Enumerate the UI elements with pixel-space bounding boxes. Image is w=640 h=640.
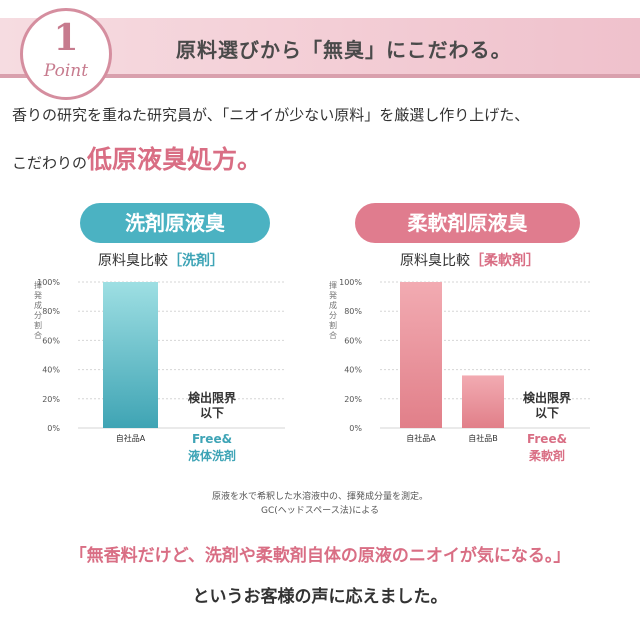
- softener-free-label: Free&: [527, 432, 567, 446]
- softener-tick-label: 40%: [344, 366, 362, 375]
- detergent-ylabel-char: 分: [34, 311, 42, 320]
- header-underline: [0, 74, 640, 78]
- detergent-tick-label: 60%: [42, 336, 60, 345]
- detergent-free-label: Free&: [192, 432, 232, 446]
- detergent-subtitle-tag: ［洗剤］: [168, 253, 224, 269]
- softener-tick-label: 20%: [344, 395, 362, 404]
- softener-bar: [462, 375, 504, 428]
- intro-emphasis: 低原液臭処方。: [87, 145, 263, 174]
- softener-ylabel-char: 割: [329, 320, 337, 330]
- detergent-tick-label: 100%: [37, 278, 60, 287]
- detergent-subtitle: 原料臭比較［洗剤］: [98, 250, 224, 270]
- point-badge: 1 Point: [20, 8, 112, 100]
- detergent-tick-label: 40%: [42, 366, 60, 375]
- intro-line-2-prefix: こだわりの: [12, 154, 88, 172]
- softener-category-label: 自社品B: [468, 433, 498, 443]
- intro-line-1: 香りの研究を重ねた研究員が、「ニオイが少ない原料」を厳選し作り上げた、: [12, 106, 530, 124]
- detergent-ylabel-char: 割: [34, 320, 42, 330]
- detergent-category-label: 自社品A: [116, 433, 146, 443]
- intro-line-2: こだわりの低原液臭処方。: [12, 140, 262, 176]
- softener-subtitle-tag: ［柔軟剤］: [470, 253, 540, 269]
- softener-tick-label: 80%: [344, 307, 362, 316]
- detergent-annotation: 以下: [200, 406, 224, 420]
- badge-word: Point: [43, 61, 89, 81]
- customer-quote: 「無香料だけど、洗剤や柔軟剤自体の原液のニオイが気になる。」: [69, 546, 571, 566]
- footnote-line-1: 原液を水で希釈した水溶液中の、揮発成分量を測定。: [211, 492, 428, 502]
- softener-tick-label: 100%: [339, 278, 362, 287]
- detergent-ylabel-char: 合: [34, 330, 42, 340]
- header-title: 原料選びから「無臭」にこだわる。: [176, 38, 512, 62]
- softener-tick-label: 60%: [344, 336, 362, 345]
- softener-pill: 柔軟剤原液臭: [355, 203, 580, 243]
- softener-free-label: 柔軟剤: [528, 448, 565, 463]
- softener-annotation: 以下: [535, 406, 559, 420]
- detergent-pill: 洗剤原液臭: [80, 203, 270, 243]
- detergent-free-label: 液体洗剤: [188, 448, 236, 463]
- detergent-subtitle-prefix: 原料臭比較: [98, 253, 168, 269]
- softener-ylabel-char: 合: [329, 330, 337, 340]
- badge-number: 1: [53, 17, 79, 59]
- softener-ylabel-char: 分: [329, 311, 337, 320]
- softener-annotation: 検出限界: [523, 390, 571, 405]
- detergent-ylabel-char: 成: [34, 300, 42, 310]
- detergent-bar: [103, 282, 158, 428]
- softener-tick-label: 0%: [349, 424, 362, 433]
- detergent-tick-label: 0%: [47, 424, 60, 433]
- softener-ylabel-char: 発: [329, 291, 337, 300]
- softener-subtitle-prefix: 原料臭比較: [400, 253, 470, 269]
- softener-ylabel-char: 成: [329, 300, 337, 310]
- detergent-ylabel-char: 発: [34, 291, 42, 300]
- detergent-tick-label: 20%: [42, 395, 60, 404]
- detergent-annotation: 検出限界: [188, 390, 236, 405]
- detergent-ylabel-char: 揮: [34, 280, 42, 290]
- softener-ylabel-char: 揮: [329, 280, 337, 290]
- footnote-line-2: GC(ヘッドスペース法)による: [261, 506, 379, 516]
- softener-category-label: 自社品A: [406, 433, 436, 443]
- closing-line: というお客様の声に応えました。: [192, 587, 448, 607]
- detergent-tick-label: 80%: [42, 307, 60, 316]
- softener-subtitle: 原料臭比較［柔軟剤］: [400, 250, 540, 270]
- softener-bar: [400, 282, 442, 428]
